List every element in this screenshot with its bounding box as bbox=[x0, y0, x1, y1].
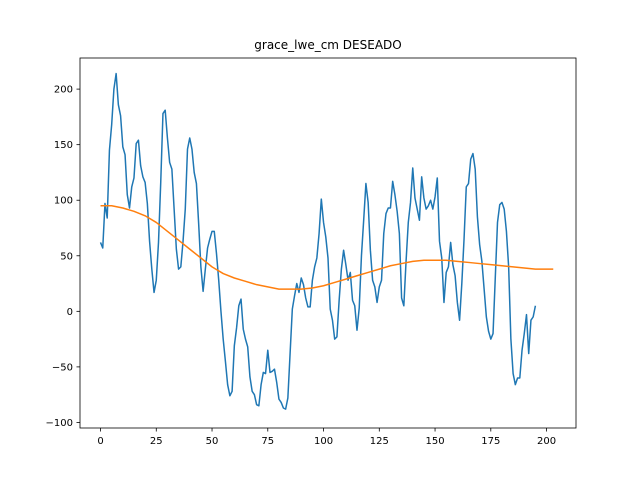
x-tick-label: 25 bbox=[150, 436, 163, 447]
plot-frame bbox=[79, 57, 577, 429]
y-axis: −100 −50 0 50 100 150 200 bbox=[46, 85, 80, 429]
series-line-1 bbox=[99, 72, 537, 410]
series-line-2 bbox=[100, 205, 554, 290]
chart-title: grace_lwe_cm DESEADO bbox=[254, 38, 401, 52]
y-tick-label: −100 bbox=[46, 418, 73, 429]
y-tick-label: 50 bbox=[60, 251, 73, 262]
y-tick-label: 100 bbox=[54, 196, 73, 207]
y-tick-label: 200 bbox=[54, 85, 73, 96]
x-tick-label: 125 bbox=[370, 436, 389, 447]
x-tick-label: 50 bbox=[206, 436, 219, 447]
x-axis: 0 25 50 75 100 125 150 175 200 bbox=[97, 428, 556, 447]
x-tick-label: 200 bbox=[537, 436, 556, 447]
y-tick-label: 150 bbox=[54, 140, 73, 151]
plot-area bbox=[99, 72, 554, 410]
y-tick-label: −50 bbox=[52, 362, 73, 373]
x-tick-label: 150 bbox=[426, 436, 445, 447]
x-tick-label: 0 bbox=[97, 436, 103, 447]
x-tick-label: 175 bbox=[481, 436, 500, 447]
x-tick-label: 75 bbox=[261, 436, 274, 447]
y-tick-label: 0 bbox=[67, 307, 73, 318]
x-tick-label: 100 bbox=[314, 436, 333, 447]
